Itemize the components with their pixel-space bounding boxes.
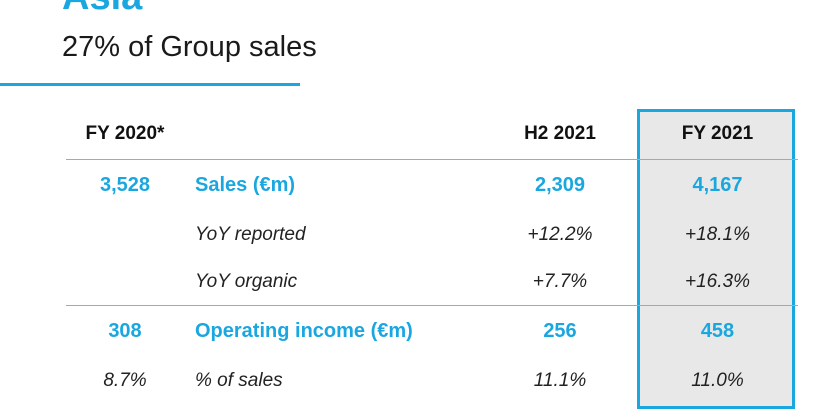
- sales-row-label: Sales (€m): [195, 174, 296, 196]
- margin-h2-value: 11.1%: [533, 370, 587, 391]
- operating-income-fy2021-value: 458: [700, 320, 735, 342]
- column-header-fy2021: FY 2021: [681, 123, 754, 144]
- region-title: Asia: [62, 0, 142, 16]
- section-divider: [66, 305, 798, 306]
- yoy-organic-fy2021-value: +16.3%: [685, 271, 750, 292]
- header-divider: [66, 159, 798, 160]
- margin-fy2021-value: 11.0%: [691, 370, 744, 391]
- sales-h2-value: 2,309: [534, 174, 586, 196]
- fy2021-highlight-box: [637, 109, 795, 409]
- margin-label: % of sales: [195, 370, 283, 391]
- operating-income-h2-value: 256: [543, 320, 577, 342]
- yoy-reported-label: YoY reported: [195, 224, 306, 245]
- sales-fy2021-value: 4,167: [692, 174, 743, 196]
- column-header-fy2020: FY 2020*: [85, 123, 165, 144]
- operating-income-label: Operating income (€m): [195, 320, 413, 342]
- yoy-organic-h2-value: +7.7%: [532, 271, 588, 292]
- sales-fy2020-value: 3,528: [99, 174, 151, 196]
- title-underline: [0, 83, 300, 86]
- operating-income-fy2020-value: 308: [108, 320, 142, 342]
- yoy-organic-label: YoY organic: [195, 271, 298, 292]
- margin-fy2020-value: 8.7%: [103, 370, 147, 391]
- group-sales-subtitle: 27% of Group sales: [62, 31, 317, 63]
- yoy-reported-fy2021-value: +18.1%: [685, 224, 750, 245]
- yoy-reported-h2-value: +12.2%: [527, 224, 593, 245]
- column-header-h2-2021: H2 2021: [524, 123, 596, 144]
